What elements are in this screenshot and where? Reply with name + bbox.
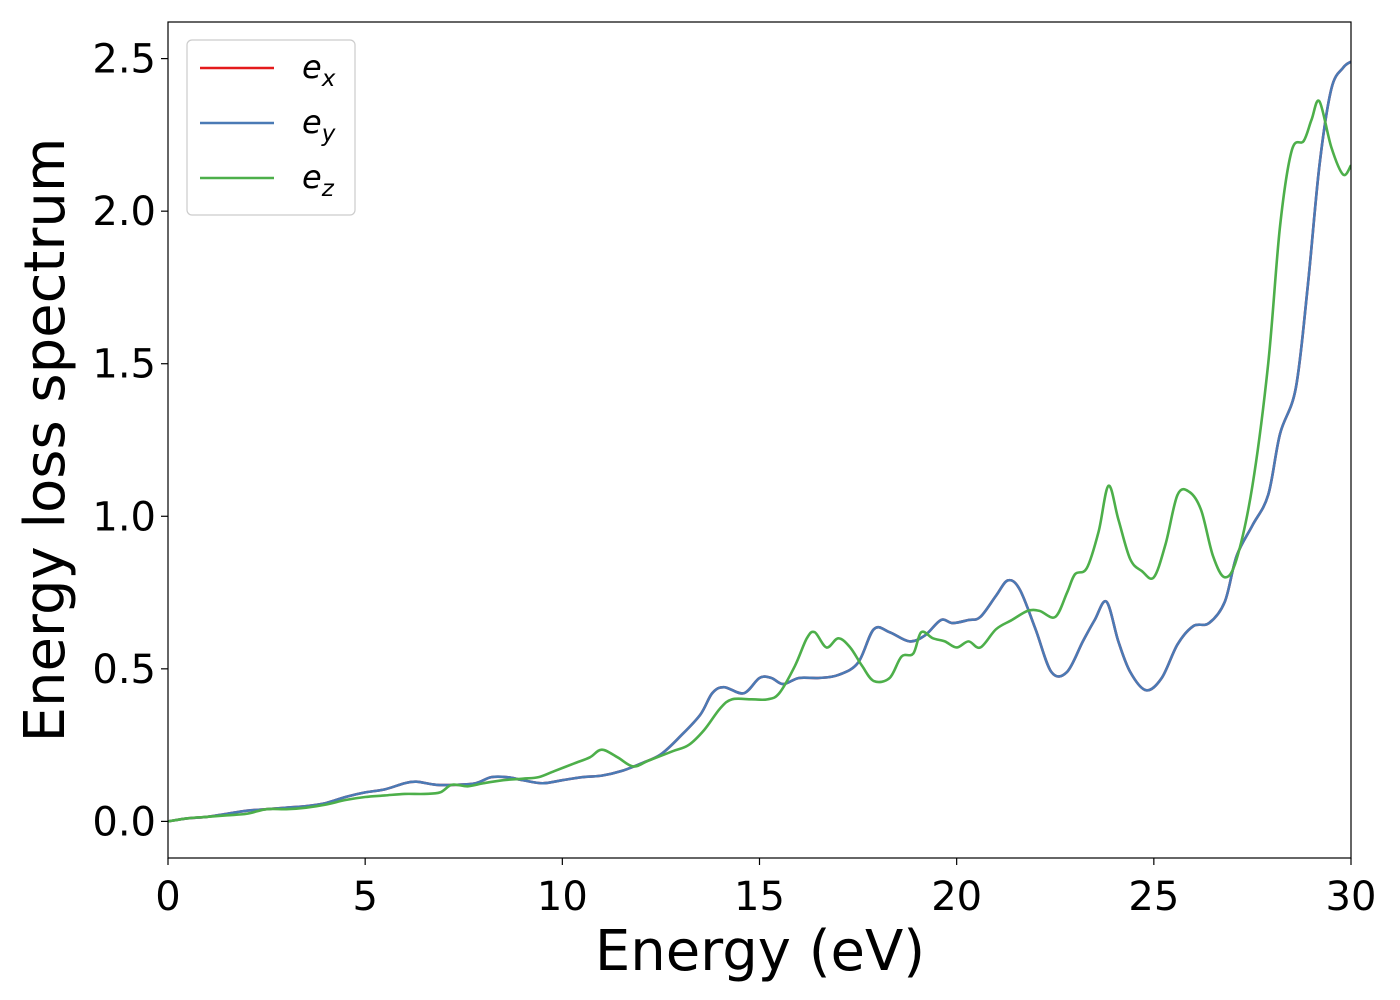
y-tick-label: 0.5 bbox=[92, 647, 156, 693]
y-tick-label: 2.0 bbox=[92, 189, 156, 235]
x-tick-label: 25 bbox=[1128, 874, 1179, 920]
legend-box bbox=[186, 39, 356, 216]
legend: ex ey ez bbox=[186, 39, 356, 216]
x-tick-label: 30 bbox=[1326, 874, 1377, 920]
x-tick-label: 20 bbox=[931, 874, 982, 920]
x-tick-label: 0 bbox=[155, 874, 180, 920]
legend-label-ey: ey bbox=[302, 103, 336, 147]
y-axis-ticks: 0.0 0.5 1.0 1.5 2.0 2.5 bbox=[92, 37, 168, 845]
y-tick-label: 1.0 bbox=[92, 494, 156, 540]
x-tick-label: 15 bbox=[734, 874, 785, 920]
series-line-ey bbox=[168, 60, 1351, 823]
x-axis-label: Energy (eV) bbox=[595, 919, 925, 984]
x-axis-ticks: 0 5 10 15 20 25 30 bbox=[155, 858, 1376, 920]
x-tick-label: 10 bbox=[537, 874, 588, 920]
x-tick-label: 5 bbox=[352, 874, 377, 920]
y-tick-label: 0.0 bbox=[92, 799, 156, 845]
y-axis-label: Energy loss spectrum bbox=[13, 138, 78, 743]
legend-label-ex: ex bbox=[302, 48, 336, 92]
y-tick-label: 1.5 bbox=[92, 342, 156, 388]
y-tick-label: 2.5 bbox=[92, 37, 156, 83]
plot-series-group bbox=[168, 60, 1351, 823]
legend-label-ez: ez bbox=[302, 158, 335, 202]
series-line-ez bbox=[168, 99, 1351, 823]
